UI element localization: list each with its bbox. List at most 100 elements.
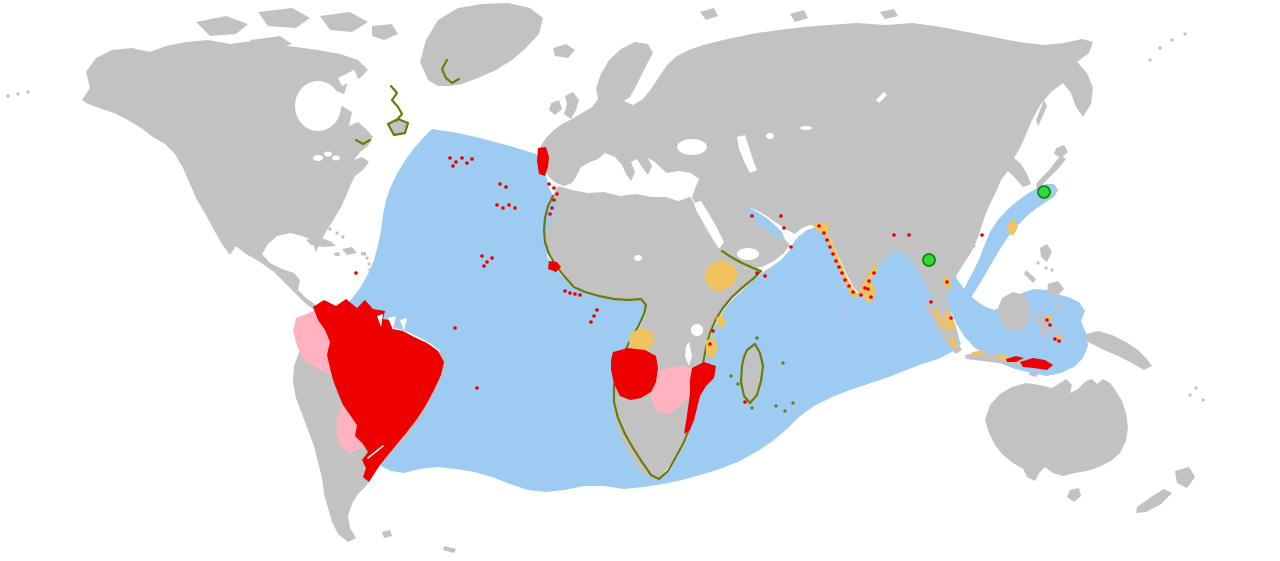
madeira-forts-0 [498,182,502,186]
red-sea [694,201,724,249]
azores-forts-5 [451,164,455,168]
landmass-hispaniola [342,247,357,255]
aleutian-islands-2 [26,90,30,94]
influence-taiwan [1007,219,1018,236]
gold-coast-forts-1 [568,291,572,295]
hudson-bay [295,81,341,131]
landmass-arctic-island-2 [258,8,310,28]
aleutian-islands-1 [16,92,20,96]
black-sea [677,139,707,155]
influence-malacca [944,310,956,332]
influence-moluccas-2 [1056,334,1063,340]
landmass-new-siberian [880,9,898,19]
hudson-strait [338,70,358,86]
maldives-laccadives-4 [839,318,843,322]
claim-africa-interior [650,366,700,414]
kuril-islands-2 [1170,38,1174,42]
hainan [972,244,976,248]
india-west-forts-10 [851,290,855,294]
persian-gulf-forts-2 [782,226,786,230]
lesser-antilles-1 [367,262,371,266]
trading-posts [922,185,1051,267]
india-west-forts-9 [847,284,851,288]
landmass-tasmania [1067,488,1081,502]
landmass-africa [545,186,762,479]
india-east-forts-2 [867,279,871,283]
landmass-severnaya [790,10,808,22]
bahamas-2 [341,235,345,239]
landmass-luzon [1040,244,1052,262]
landmass-new-zealand-north [1175,467,1195,488]
india-west-forts-2 [825,238,829,242]
possession-portugal [537,147,549,176]
landmass-eurasia [540,23,1093,341]
cape-verde-forts-3 [482,264,486,268]
persian-gulf-forts-0 [750,214,754,218]
moluccas-forts-3 [1057,339,1061,343]
maldives-laccadives-3 [843,312,847,316]
explored-island-dots [729,336,795,413]
bahamas-0 [328,227,332,231]
india-west-forts-0 [817,224,821,228]
morocco-forts-4 [550,206,554,210]
influence-india-west-coast [821,226,858,299]
possession-timor [1020,358,1053,370]
fiji-islands-0 [1188,393,1192,397]
east-africa-forts-1 [763,274,767,278]
landmass-arctic-island-4 [372,24,398,40]
landmass-new-zealand-south [1136,489,1172,513]
mascarene-islands-4 [781,361,785,365]
morocco-forts-1 [552,186,556,190]
amazon-mouth-notch-3 [400,318,407,331]
bahamas-1 [335,231,339,235]
great-lakes [313,151,340,162]
tenasserim-fort [945,280,949,284]
coastline-nova-scotia [354,138,372,146]
boundary-lines [367,445,384,459]
amazon-mouth-notch-2 [388,316,396,330]
morocco-forts-0 [547,182,551,186]
arabia-desert-blank [737,248,759,260]
mascarene-islands-1 [774,404,778,408]
gold-coast-forts-2 [573,292,577,296]
tristan-da-cunha [541,480,545,484]
malacca-fort [949,316,953,320]
landmass-honshu [1036,155,1066,188]
influence-sumatra-coast-2 [949,336,958,349]
aceh-fort [929,300,933,304]
sao-tome-forts-1 [592,314,596,318]
possession-areas [313,147,1053,482]
landmass-ireland [549,100,562,115]
landmass-sakhalin [1036,100,1047,126]
landmass-jamaica [334,252,340,256]
aral-sea [766,133,774,139]
morocco-forts-5 [548,212,552,216]
mascarene-islands-2 [783,409,787,413]
influence-kongo [629,328,654,352]
azores-forts-1 [454,160,458,164]
influence-kenya-coast [716,314,726,329]
ceylon-forts-0 [866,287,870,291]
azores-forts-3 [465,161,469,165]
island-specks [6,32,1205,402]
bengal-forts-0 [892,233,896,237]
bengal-forts-1 [907,233,911,237]
coastline-africa [542,194,763,481]
colonia-boundary-line [367,445,384,459]
landmass-sumba [1029,372,1038,377]
detail-overlays [377,314,407,331]
possession-mozambique [684,362,716,434]
amazon-mouth-notch-1 [377,314,383,327]
persian-gulf-forts-1 [779,214,783,218]
azores-forts-4 [470,157,474,161]
atlantic-indian-ocean-influence [338,129,961,492]
landmass-hokkaido [1054,145,1068,158]
landmass-puerto-rico [361,252,366,256]
cape-verde-forts-0 [480,254,484,258]
india-west-forts-5 [834,259,838,263]
trading-post-nagasaki [1037,185,1051,199]
lake-balkhash [800,126,812,130]
atlantic-islands-1 [475,386,479,390]
lake-tanganyika [685,342,692,366]
